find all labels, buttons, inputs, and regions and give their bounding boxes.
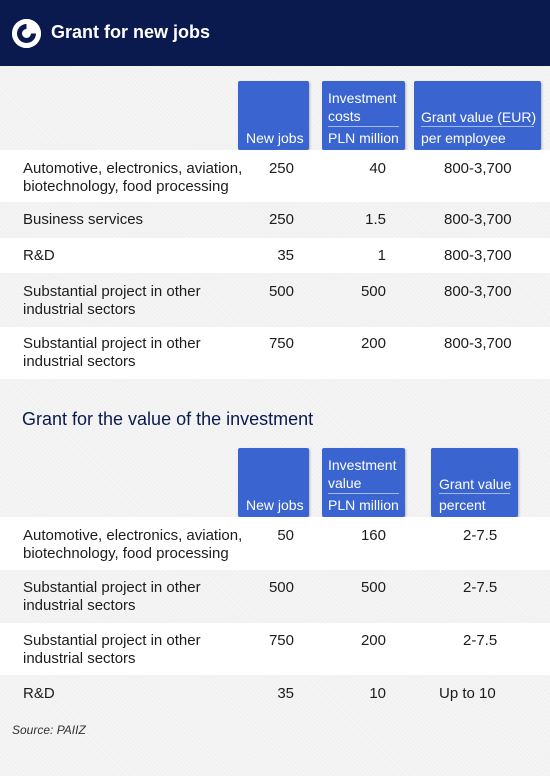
table-row: Substantial project in other industrial s… xyxy=(0,570,550,623)
table-row: R&D 35 1 800-3,700 xyxy=(0,238,550,273)
cell-costs: 1 xyxy=(377,247,386,264)
header-sublabel: PLN million xyxy=(328,130,399,146)
table-row: Substantial project in other industrial s… xyxy=(0,327,550,379)
cell-grant: 2-7.5 xyxy=(463,632,498,649)
brand-logo-icon xyxy=(12,19,41,48)
header-bar: Grant for new jobs xyxy=(0,0,550,66)
cell-value: 10 xyxy=(369,685,386,702)
cell-jobs: 250 xyxy=(268,160,294,177)
header-label: Investment value xyxy=(328,457,397,491)
cell-value: 160 xyxy=(360,527,386,544)
column-header-investment-costs: Investment costs PLN million xyxy=(322,81,405,157)
table-row: Automotive, electronics, aviation, biotec… xyxy=(0,517,550,570)
cell-grant: 800-3,700 xyxy=(444,211,512,228)
cell-grant: 2-7.5 xyxy=(463,527,498,544)
row-label: Substantial project in other industrial s… xyxy=(23,632,201,667)
header-sublabel: PLN million xyxy=(328,497,399,513)
cell-grant: 800-3,700 xyxy=(444,335,512,352)
cell-jobs: 750 xyxy=(268,632,294,649)
cell-grant: 800-3,700 xyxy=(444,160,512,177)
row-label: Substantial project in other industrial s… xyxy=(23,579,201,614)
cell-jobs: 50 xyxy=(277,527,294,544)
column-header-grant-value: Grant value percent xyxy=(431,448,518,524)
cell-grant: 800-3,700 xyxy=(444,247,512,264)
cell-jobs: 500 xyxy=(268,283,294,300)
table-row: R&D 35 10 Up to 10 xyxy=(0,675,550,712)
cell-jobs: 35 xyxy=(277,247,294,264)
row-label: Substantial project in other industrial s… xyxy=(23,283,201,318)
header-label: New jobs xyxy=(246,130,304,146)
section-title: Grant for the value of the investment xyxy=(22,409,314,429)
source-note: Source: PAIIZ xyxy=(12,723,86,737)
page-title: Grant for new jobs xyxy=(51,22,211,42)
row-label: Automotive, electronics, aviation, biotec… xyxy=(23,527,243,562)
column-header-new-jobs: New jobs xyxy=(238,448,309,524)
cell-grant: Up to 10 xyxy=(439,685,496,702)
header-label: Grant value xyxy=(439,476,512,492)
header-label: Grant value (EUR) xyxy=(421,109,537,125)
table-row: Substantial project in other industrial s… xyxy=(0,623,550,675)
header-sublabel: percent xyxy=(439,497,486,513)
row-label: Business services xyxy=(23,211,144,228)
cell-jobs: 35 xyxy=(277,685,294,702)
table-row: Business services 250 1.5 800-3,700 xyxy=(0,202,550,238)
header-label: Investment costs xyxy=(328,90,397,124)
table-row: Substantial project in other industrial s… xyxy=(0,273,550,327)
column-header-grant-value: Grant value (EUR) per employee xyxy=(414,81,541,157)
table-row: Automotive, electronics, aviation, biotec… xyxy=(0,150,550,202)
cell-costs: 200 xyxy=(360,335,386,352)
cell-jobs: 750 xyxy=(268,335,294,352)
row-label: Automotive, electronics, aviation, biotec… xyxy=(23,160,243,195)
cell-grant: 2-7.5 xyxy=(463,579,498,596)
header-sublabel: per employee xyxy=(421,130,506,146)
cell-grant: 800-3,700 xyxy=(444,283,512,300)
cell-value: 200 xyxy=(360,632,386,649)
column-header-new-jobs: New jobs xyxy=(238,81,309,157)
cell-jobs: 250 xyxy=(268,211,294,228)
row-label: R&D xyxy=(23,247,55,264)
cell-value: 500 xyxy=(360,579,386,596)
column-header-investment-value: Investment value PLN million xyxy=(322,448,405,524)
cell-jobs: 500 xyxy=(268,579,294,596)
row-label: Substantial project in other industrial s… xyxy=(23,335,201,370)
header-label: New jobs xyxy=(246,497,304,513)
cell-costs: 500 xyxy=(360,283,386,300)
cell-costs: 1.5 xyxy=(365,211,386,228)
cell-costs: 40 xyxy=(369,160,386,177)
row-label: R&D xyxy=(23,685,55,702)
